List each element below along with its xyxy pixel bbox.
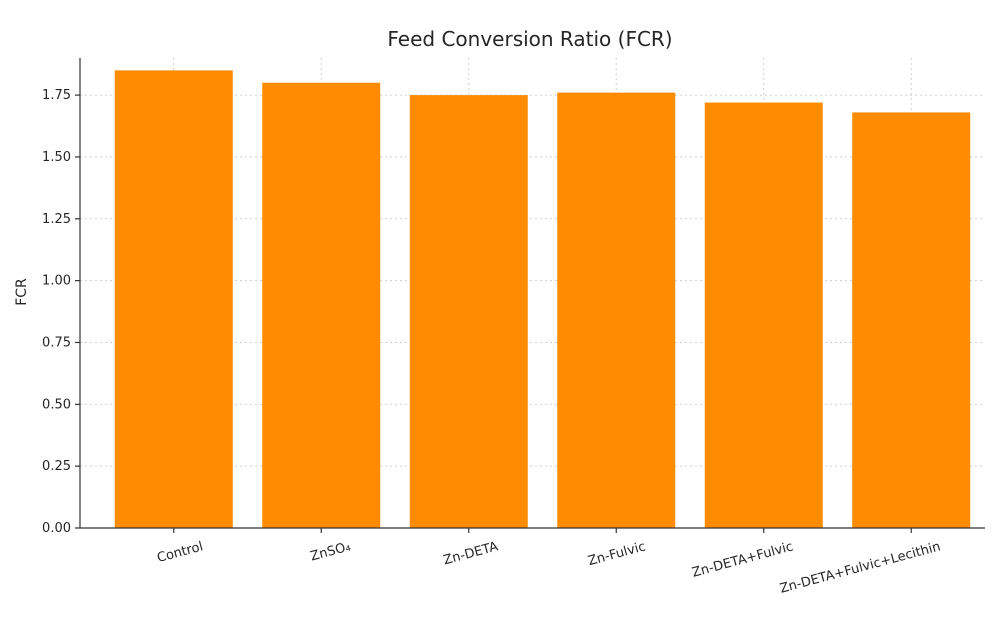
x-tick-label: ZnSO₄ — [309, 539, 352, 564]
y-tick-label: 1.75 — [42, 88, 71, 103]
y-tick-label: 1.00 — [42, 274, 71, 289]
x-tick-label: Zn-DETA+Fulvic+Lecithin — [778, 539, 942, 596]
x-tick-label: Zn-Fulvic — [587, 539, 648, 569]
x-tick-label: Control — [156, 539, 205, 566]
bar — [852, 112, 971, 528]
y-tick-label: 0.25 — [42, 459, 71, 474]
y-tick-label: 0.75 — [42, 335, 71, 350]
x-tick-label: Zn-DETA+Fulvic — [691, 539, 795, 580]
y-axis-label: FCR — [14, 278, 30, 306]
bar — [262, 82, 381, 528]
bar — [409, 95, 528, 529]
y-tick-label: 1.25 — [42, 212, 71, 227]
chart-title: Feed Conversion Ratio (FCR) — [387, 27, 672, 51]
bar — [557, 92, 676, 528]
y-tick-label: 0.00 — [42, 521, 71, 536]
bars — [114, 70, 971, 529]
y-tick-label: 1.50 — [42, 150, 71, 165]
bar — [704, 102, 823, 529]
x-ticks: Control ZnSO₄ Zn-DETA Zn-Fulvic Zn-DETA+Fulv… — [156, 528, 942, 597]
x-tick-label: Zn-DETA — [442, 539, 500, 568]
y-ticks: 0.00 0.25 0.50 0.75 1.00 1.25 1.50 1.75 — [42, 88, 80, 536]
bar — [114, 70, 233, 529]
y-tick-label: 0.50 — [42, 397, 71, 412]
